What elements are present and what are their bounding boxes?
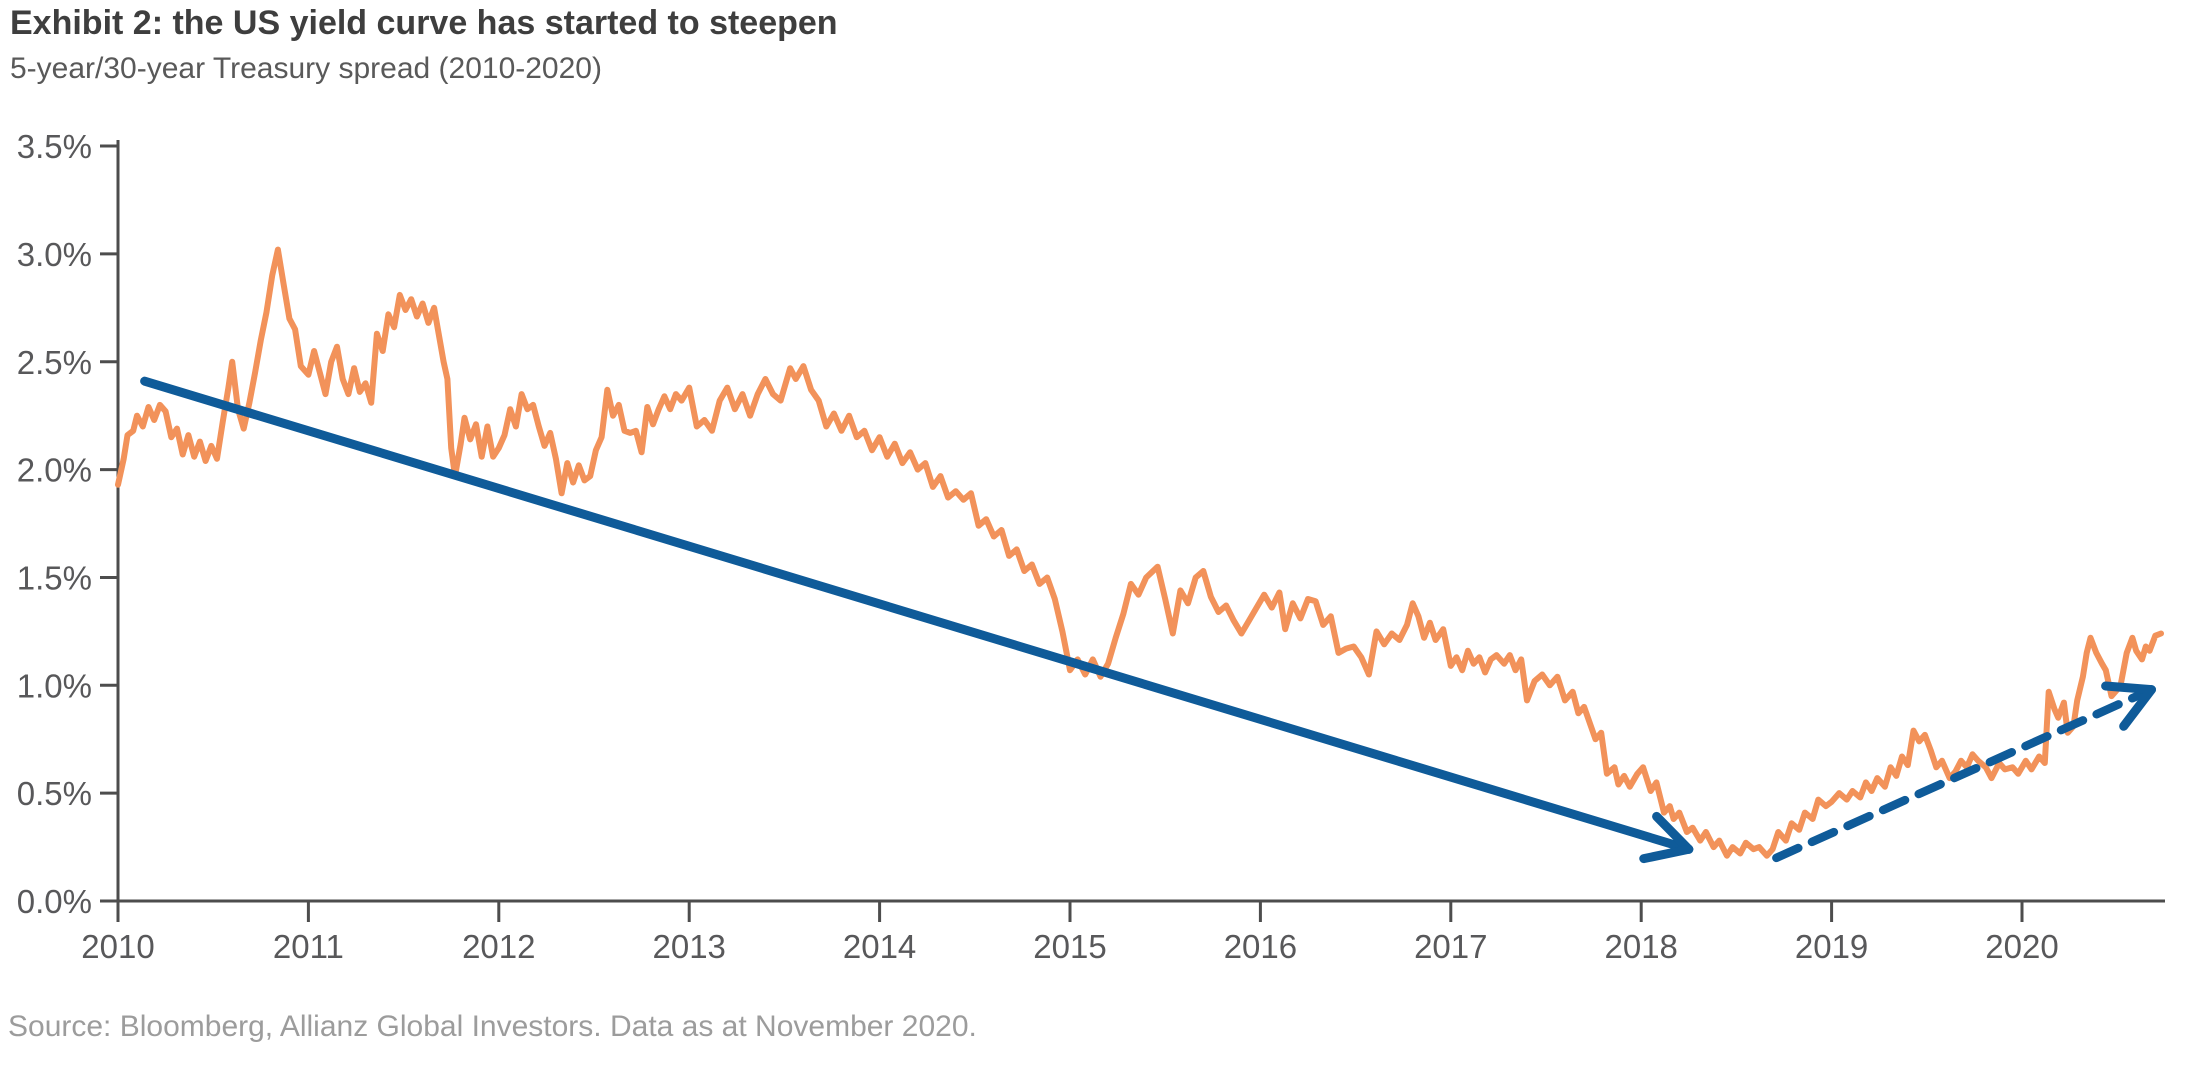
spread-line: [115, 246, 2164, 859]
x-tick-label: 2016: [1224, 928, 1297, 965]
x-tick-label: 2017: [1414, 928, 1487, 965]
flattening-trend-arrow-head: [1639, 844, 1694, 864]
x-tick-label: 2011: [273, 928, 344, 965]
y-tick-label: 0.5%: [17, 775, 92, 812]
y-tick-label: 1.0%: [17, 667, 92, 704]
x-tick-label: 2018: [1604, 928, 1677, 965]
x-tick-label: 2013: [652, 928, 725, 965]
steepening-trend-arrow-head: [2119, 685, 2156, 731]
x-tick-label: 2020: [1985, 928, 2058, 965]
y-tick-label: 2.5%: [17, 344, 92, 381]
y-tick-label: 2.0%: [17, 452, 92, 489]
flattening-trend-arrow-shaft: [140, 376, 1694, 854]
chart-subtitle: 5-year/30-year Treasury spread (2010-202…: [10, 52, 602, 85]
source-note: Source: Bloomberg, Allianz Global Invest…: [8, 1010, 977, 1043]
x-tick-label: 2014: [843, 928, 916, 965]
x-tick-label: 2010: [81, 928, 154, 965]
y-tick-label: 0.0%: [17, 883, 92, 920]
steepening-trend-arrow-head: [2101, 681, 2156, 695]
flattening-trend-arrow-head: [1652, 811, 1694, 854]
x-tick-label: 2012: [462, 928, 535, 965]
steepening-trend-arrow-shaft: [1772, 685, 2156, 863]
y-tick-label: 3.0%: [17, 236, 92, 273]
y-tick-label: 1.5%: [17, 559, 92, 596]
x-tick-label: 2019: [1795, 928, 1868, 965]
x-tick-label: 2015: [1033, 928, 1106, 965]
page-title: Exhibit 2: the US yield curve has starte…: [10, 4, 838, 42]
y-tick-label: 3.5%: [17, 128, 92, 165]
